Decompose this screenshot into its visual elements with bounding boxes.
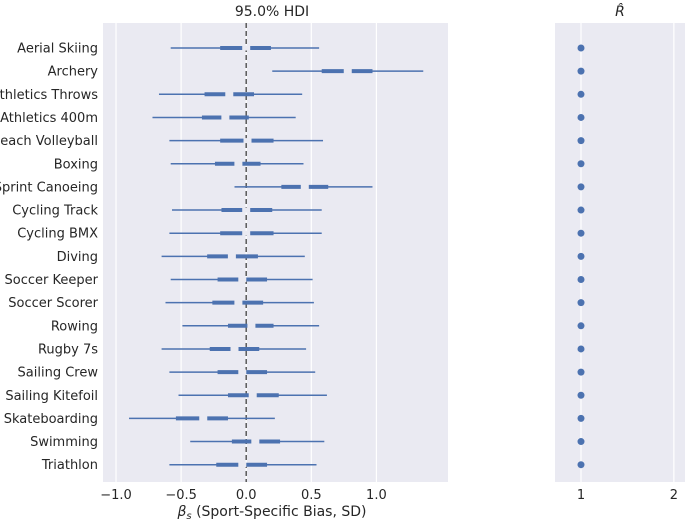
rhat-point bbox=[577, 322, 585, 330]
category-label: Skateboarding bbox=[4, 412, 98, 427]
category-label: Cycling Track bbox=[12, 204, 98, 219]
rhat-point bbox=[577, 160, 585, 168]
category-label: Soccer Scorer bbox=[8, 296, 98, 311]
rhat-point bbox=[577, 299, 585, 307]
category-label: Athletics Throws bbox=[0, 88, 98, 103]
rhat-panel-title: R̂ bbox=[615, 3, 625, 20]
rhat-panel-gridlines bbox=[580, 23, 675, 482]
category-label: Sprint Canoeing bbox=[0, 180, 98, 195]
category-label: Rugby 7s bbox=[38, 342, 98, 357]
x-axis-description: (Sport-Specific Bias, SD) bbox=[192, 504, 367, 520]
rhat-point bbox=[577, 252, 585, 260]
category-labels: Aerial Skiing Archery Athletics Throws Athl… bbox=[0, 42, 99, 474]
rhat-x-tick-label: 1 bbox=[577, 488, 585, 503]
x-axis-symbol: β bbox=[176, 504, 186, 520]
rhat-point bbox=[577, 438, 585, 446]
rhat-point bbox=[577, 391, 585, 399]
category-label: Sailing Kitefoil bbox=[5, 389, 98, 404]
hdi-x-axis-label: βs (Sport-Specific Bias, SD) bbox=[176, 504, 366, 522]
rhat-point bbox=[577, 113, 585, 121]
hdi-panel-title: 95.0% HDI bbox=[235, 4, 309, 20]
rhat-point bbox=[577, 368, 585, 376]
category-label: Beach Volleyball bbox=[0, 134, 98, 149]
category-label: Diving bbox=[57, 250, 98, 265]
hdi-x-tick-label: −1.0 bbox=[100, 488, 132, 503]
category-label: Swimming bbox=[30, 435, 98, 450]
rhat-points bbox=[577, 44, 585, 469]
category-label: Soccer Keeper bbox=[5, 273, 99, 288]
rhat-x-tick-label: 2 bbox=[670, 488, 678, 503]
hdi-x-tick-label: 0.0 bbox=[236, 488, 257, 503]
category-label: Triathlon bbox=[41, 458, 98, 473]
rhat-point bbox=[577, 345, 585, 353]
hdi-x-tick-label: 1.0 bbox=[366, 488, 387, 503]
category-label: Sailing Crew bbox=[18, 366, 99, 381]
category-label: Archery bbox=[48, 65, 99, 80]
hdi-intervals bbox=[129, 45, 424, 468]
rhat-point bbox=[577, 137, 585, 145]
rhat-point bbox=[577, 461, 585, 469]
hdi-panel-background bbox=[103, 23, 448, 482]
category-label: Aerial Skiing bbox=[17, 42, 98, 57]
rhat-point bbox=[577, 276, 585, 283]
category-label: Athletics 400m bbox=[0, 111, 98, 126]
rhat-point bbox=[577, 90, 585, 98]
category-label: Cycling BMX bbox=[17, 227, 98, 242]
rhat-point bbox=[577, 183, 585, 191]
hdi-x-tick-labels: −1.0 −0.5 0.0 0.5 1.0 bbox=[100, 488, 387, 503]
category-label: Boxing bbox=[54, 157, 98, 172]
rhat-point bbox=[577, 414, 585, 422]
hdi-x-tick-label: 0.5 bbox=[301, 488, 322, 503]
x-axis-subscript: s bbox=[186, 511, 191, 522]
rhat-point bbox=[577, 206, 585, 214]
rhat-point bbox=[577, 229, 585, 237]
rhat-point bbox=[577, 44, 585, 52]
hdi-x-tick-label: −0.5 bbox=[165, 488, 197, 503]
category-label: Rowing bbox=[51, 319, 98, 334]
rhat-panel-background bbox=[555, 23, 685, 482]
rhat-point bbox=[577, 67, 585, 75]
